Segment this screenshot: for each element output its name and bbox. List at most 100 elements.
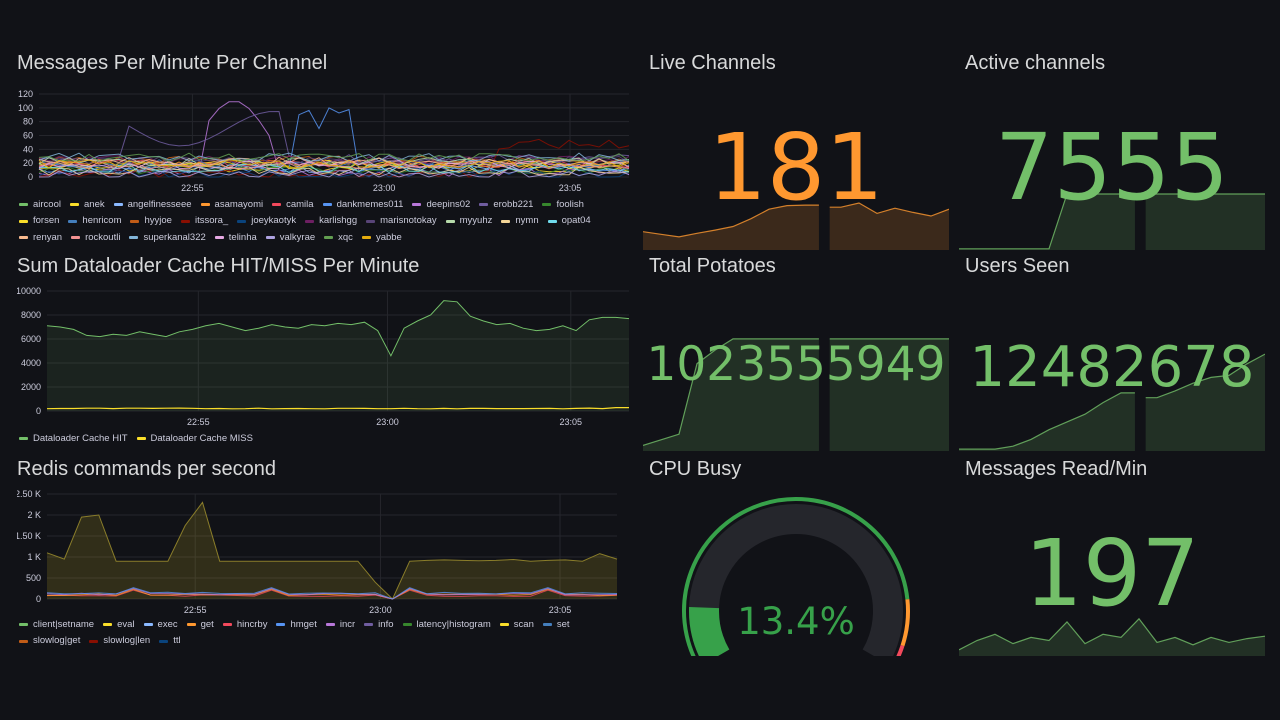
redis-chart[interactable]: 2.50 K 2 K 1.50 K 1 K 500 0 22:55 23:00 23:05: [17, 488, 632, 618]
legend-swatch: [325, 623, 335, 626]
legend-swatch: [68, 219, 78, 223]
redis-legend-item[interactable]: hmget: [276, 617, 317, 633]
redis-legend-item[interactable]: slowlog|get: [19, 633, 80, 649]
messages-legend-item[interactable]: opat04: [547, 213, 591, 229]
series-line: [38, 152, 630, 162]
legend-label: itssora_: [194, 215, 229, 226]
series-line: [38, 110, 630, 164]
legend-label: hyyjoe: [144, 215, 172, 226]
cache-legend-item[interactable]: Dataloader Cache HIT: [19, 431, 128, 447]
redis-legend-item[interactable]: slowlog|len: [89, 633, 150, 649]
y-tick-label: 40: [23, 144, 33, 154]
cpu-busy-panel: CPU Busy 13.4%: [643, 458, 949, 656]
messages-legend-item[interactable]: renyan: [19, 230, 62, 246]
legend-label: Dataloader Cache MISS: [150, 432, 253, 444]
total-potatoes-title[interactable]: Total Potatoes: [649, 255, 776, 277]
messages-legend-item[interactable]: camila: [272, 197, 314, 213]
redis-legend-item[interactable]: eval: [103, 617, 135, 633]
legend-swatch: [542, 203, 552, 206]
redis-legend-item[interactable]: scan: [499, 617, 534, 633]
legend-swatch: [276, 623, 286, 626]
redis-legend-item[interactable]: exec: [143, 617, 178, 633]
cpu-busy-title[interactable]: CPU Busy: [649, 458, 742, 480]
messages-legend-item[interactable]: nymn: [501, 213, 539, 229]
messages-chart[interactable]: 120 100 80 60 40 20 0 22:55 23:00 23:05: [17, 88, 632, 228]
live-channels-title[interactable]: Live Channels: [649, 52, 776, 74]
x-tick-label: 22:55: [187, 417, 210, 427]
sparkline-area: [1145, 354, 1265, 451]
cache-chart[interactable]: 10000 8000 6000 4000 2000 0 22:55 23:00 23:05: [17, 285, 632, 430]
messages-legend-item[interactable]: aircool: [19, 197, 61, 213]
redis-legend-item[interactable]: get: [186, 617, 214, 633]
legend-swatch: [103, 623, 113, 626]
messages-legend-item[interactable]: myyuhz: [445, 213, 492, 229]
legend-swatch: [402, 623, 412, 626]
messages-read-title[interactable]: Messages Read/Min: [965, 458, 1148, 480]
redis-legend-item[interactable]: client|setname: [19, 617, 94, 633]
redis-legend-item[interactable]: set: [542, 617, 570, 633]
x-tick-label: 23:00: [373, 183, 396, 193]
live-channels-panel: Live Channels 181: [643, 52, 949, 250]
sparkline-line: [829, 202, 949, 217]
messages-panel-title[interactable]: Messages Per Minute Per Channel: [17, 52, 328, 74]
messages-legend-item[interactable]: superkanal322: [129, 230, 206, 246]
messages-legend-item[interactable]: erobb221: [479, 197, 533, 213]
messages-legend-item[interactable]: marisnotokay: [366, 213, 437, 229]
messages-legend-item[interactable]: rockoutli: [71, 230, 120, 246]
sparkline-area: [643, 338, 819, 451]
legend-swatch: [136, 437, 146, 440]
legend-swatch: [305, 219, 315, 223]
messages-legend-item[interactable]: valkyrae: [265, 230, 315, 246]
sparkline-area: [829, 338, 949, 451]
messages-legend-item[interactable]: deepins02: [412, 197, 470, 213]
legend-label: exec: [157, 618, 178, 630]
users-seen-value: 12482678: [969, 335, 1255, 400]
messages-legend-item[interactable]: hyyjoe: [130, 213, 172, 229]
redis-legend-item[interactable]: ttl: [159, 633, 181, 649]
messages-legend-item[interactable]: henricom: [68, 213, 121, 229]
x-tick-label: 23:05: [549, 605, 572, 615]
legend-label: camila: [286, 198, 314, 210]
legend-label: nymn: [515, 215, 539, 226]
redis-legend-item[interactable]: hincrby: [222, 617, 267, 633]
messages-legend-item[interactable]: dankmemes011: [322, 197, 404, 213]
messages-legend-item[interactable]: karlishgg: [305, 213, 357, 229]
legend-swatch: [501, 219, 511, 223]
legend-label: latency|histogram: [416, 618, 491, 630]
total-potatoes-sparkline: [643, 338, 949, 451]
y-tick-label: 0: [36, 594, 41, 604]
redis-legend-item[interactable]: incr: [325, 617, 355, 633]
messages-legend-item[interactable]: foolish: [542, 197, 584, 213]
y-tick-label: 2000: [21, 382, 41, 392]
legend-swatch: [361, 236, 371, 239]
messages-legend-item[interactable]: joeykaotyk: [237, 213, 296, 229]
legend-label: superkanal322: [143, 231, 206, 243]
users-seen-title[interactable]: Users Seen: [965, 255, 1070, 277]
hit-line: [46, 300, 630, 357]
messages-read-panel: Messages Read/Min 197: [959, 458, 1265, 656]
legend-label: dankmemes011: [336, 198, 404, 210]
legend-label: aircool: [33, 198, 61, 210]
messages-legend-item[interactable]: asamayomi: [200, 197, 263, 213]
active-channels-title[interactable]: Active channels: [965, 52, 1106, 74]
y-tick-label: 6000: [21, 334, 41, 344]
y-tick-label: 120: [18, 89, 33, 99]
legend-swatch: [479, 203, 489, 206]
legend-label: angelfinesseee: [127, 198, 192, 210]
cache-legend-item[interactable]: Dataloader Cache MISS: [136, 431, 253, 447]
messages-legend-item[interactable]: yabbe: [361, 230, 402, 246]
y-tick-label: 0: [36, 406, 41, 416]
messages-legend-item[interactable]: angelfinesseee: [113, 197, 192, 213]
redis-panel-title[interactable]: Redis commands per second: [17, 458, 277, 480]
messages-read-sparkline: [959, 617, 1265, 656]
cache-panel-title[interactable]: Sum Dataloader Cache HIT/MISS Per Minute: [17, 255, 420, 277]
messages-legend-item[interactable]: xqc: [324, 230, 353, 246]
redis-legend-item[interactable]: latency|histogram: [402, 617, 491, 633]
messages-legend-item[interactable]: anek: [70, 197, 105, 213]
messages-legend-item[interactable]: forsen: [19, 213, 59, 229]
messages-legend-item[interactable]: telinha: [214, 230, 257, 246]
messages-panel: Messages Per Minute Per Channel 120 100 80…: [17, 52, 632, 247]
redis-legend-item[interactable]: info: [364, 617, 394, 633]
messages-legend-item[interactable]: itssora_: [180, 213, 229, 229]
series-line: [38, 159, 630, 169]
